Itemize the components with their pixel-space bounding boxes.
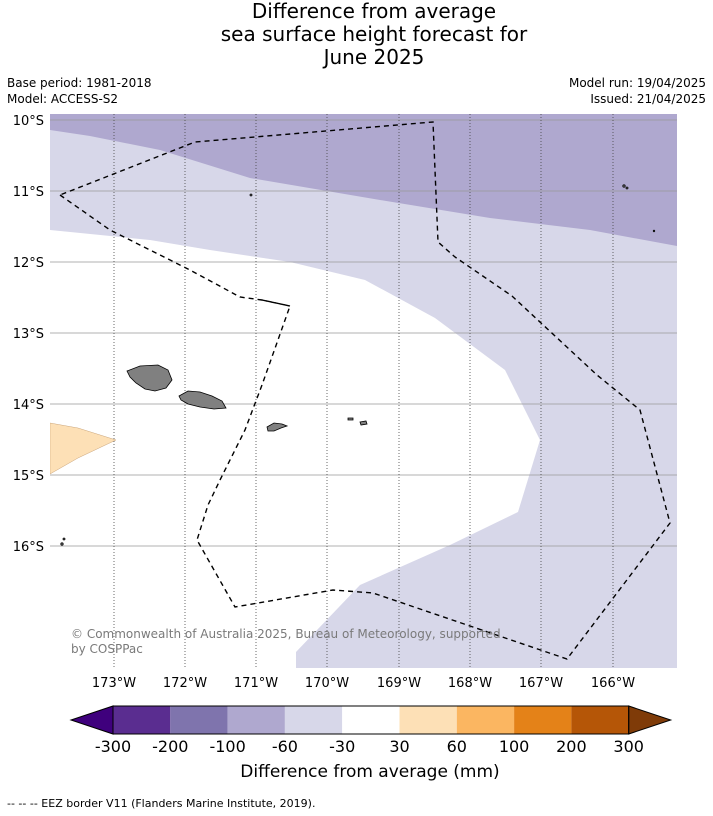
small-island-1: [249, 193, 253, 197]
meta-left: Base period: 1981-2018 Model: ACCESS-S2: [7, 75, 152, 107]
small-island-5: [60, 542, 64, 546]
title-line-2: sea surface height forecast for: [220, 22, 528, 46]
latitude-labels: 10°S 11°S 12°S 13°S 14°S 15°S 16°S: [13, 114, 44, 555]
anomaly-band-minus100: [50, 114, 677, 246]
footer-note: -- -- -- EEZ border V11 (Flanders Marine…: [7, 797, 316, 810]
lon-label: 172°W: [163, 676, 207, 691]
colorbar-tick-label: -100: [209, 737, 245, 756]
colorbar-tick-label: -300: [95, 737, 131, 756]
colorbar-segment: [227, 706, 285, 734]
copyright-line-2: by COSPPac: [71, 642, 143, 656]
colorbar-tick-label: 60: [447, 737, 467, 756]
samoa-islands: [60, 184, 656, 546]
colorbar-segment: [571, 706, 629, 734]
colorbar: -300 -200 -100 -60 -30 30 60 100 200 300: [69, 705, 673, 756]
colorbar-segment: [284, 706, 343, 734]
lon-label: 168°W: [448, 676, 492, 691]
small-island-4: [652, 229, 656, 233]
colorbar-tick-label: -30: [329, 737, 355, 756]
anomaly-band-minus60: [50, 114, 677, 668]
colorbar-tick-label: 30: [389, 737, 409, 756]
chart-title: Difference from average sea surface heig…: [0, 0, 713, 69]
ofu-island: [347, 417, 354, 421]
eez-border-segment: [261, 299, 291, 307]
lon-label: 167°W: [519, 676, 563, 691]
copyright-line-1: © Commonwealth of Australia 2025, Bureau…: [71, 627, 501, 641]
colorbar-title: Difference from average (mm): [240, 762, 500, 782]
lon-label: 169°W: [377, 676, 421, 691]
lat-label: 13°S: [13, 327, 44, 342]
colorbar-segment: [113, 706, 171, 734]
title-line-3: June 2025: [323, 45, 425, 69]
model-run: Model run: 19/04/2025: [568, 76, 706, 90]
colorbar-segment: [342, 706, 400, 734]
lat-label: 10°S: [13, 114, 44, 129]
colorbar-outline: [112, 705, 630, 735]
lat-label: 14°S: [13, 398, 44, 413]
tau-island: [359, 420, 368, 426]
small-island-6: [62, 537, 66, 541]
issued-date: Issued: 21/04/2025: [590, 92, 706, 106]
lat-label: 15°S: [13, 469, 44, 484]
eez-border-samoa-american-samoa: [58, 121, 671, 660]
lat-label: 11°S: [13, 185, 44, 200]
upolu-island: [178, 390, 227, 410]
colorbar-segment: [170, 706, 228, 734]
model-name: Model: ACCESS-S2: [7, 92, 119, 106]
colorbar-segment: [456, 706, 515, 734]
colorbar-extend-low: [69, 705, 114, 735]
lat-label: 16°S: [13, 540, 44, 555]
longitude-labels: 173°W 172°W 171°W 170°W 169°W 168°W 167°…: [92, 676, 635, 691]
lat-label: 12°S: [13, 256, 44, 271]
colorbar-tick-label: 100: [499, 737, 530, 756]
colorbar-segment: [399, 706, 457, 734]
gridlines: [50, 119, 677, 547]
colorbar-tick-label: 300: [613, 737, 644, 756]
tutuila-island: [266, 422, 289, 432]
lon-label: 171°W: [234, 676, 278, 691]
colorbar-tick-label: 200: [556, 737, 587, 756]
lon-label: 173°W: [92, 676, 136, 691]
map-plot-area: © Commonwealth of Australia 2025, Bureau…: [50, 114, 677, 668]
colorbar-segment: [514, 706, 572, 734]
lon-label: 170°W: [305, 676, 349, 691]
meta-right: Model run: 19/04/2025 Issued: 21/04/2025: [569, 75, 706, 107]
lon-label: 166°W: [591, 676, 635, 691]
eez-borders: [58, 121, 671, 660]
small-island-3: [625, 186, 629, 190]
savaii-island: [126, 364, 173, 392]
small-island-2: [622, 184, 626, 188]
colorbar-tick-label: -60: [272, 737, 298, 756]
anomaly-band-plus60: [50, 422, 117, 475]
meridians: [113, 114, 614, 668]
colorbar-extend-high: [628, 705, 673, 735]
base-period: Base period: 1981-2018: [7, 76, 152, 90]
title-line-1: Difference from average: [251, 0, 497, 23]
colorbar-tick-label: -200: [152, 737, 188, 756]
